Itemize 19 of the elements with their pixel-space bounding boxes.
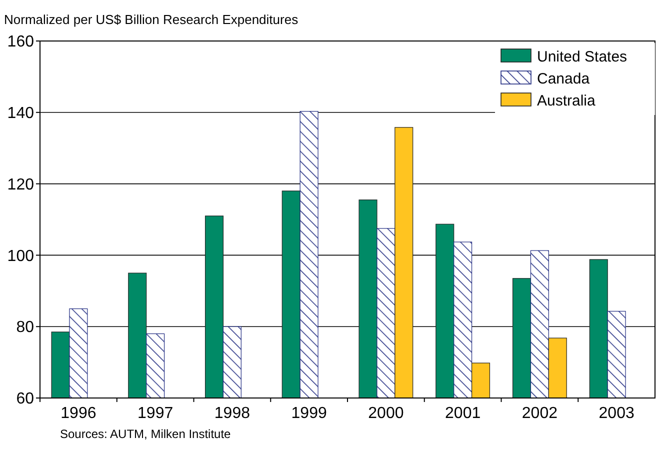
y-tick-label: 120 xyxy=(7,176,34,194)
x-tick-label: 1997 xyxy=(138,405,174,422)
y-tick-label: 100 xyxy=(7,248,34,265)
y-axis-title: Normalized per US$ Billion Research Expenditures xyxy=(4,12,299,27)
x-tick-label: 1996 xyxy=(60,405,96,422)
legend-label: Canada xyxy=(537,70,590,88)
x-tick-label: 1999 xyxy=(291,405,327,422)
x-tick-label: 2003 xyxy=(598,405,634,422)
x-tick-label: 2000 xyxy=(368,405,404,422)
y-tick-label: 80 xyxy=(16,319,34,336)
x-tick-label: 2001 xyxy=(445,405,481,422)
y-tick-label: 60 xyxy=(16,390,34,408)
legend-label: Australia xyxy=(537,92,596,110)
y-tick-label: 160 xyxy=(7,34,34,51)
x-tick-label: 2002 xyxy=(522,405,558,422)
source-note: Sources: AUTM, Milken Institute xyxy=(60,427,232,441)
legend-label: United States xyxy=(537,48,628,66)
y-tick-label: 140 xyxy=(7,105,34,122)
x-tick-label: 1998 xyxy=(214,405,250,422)
